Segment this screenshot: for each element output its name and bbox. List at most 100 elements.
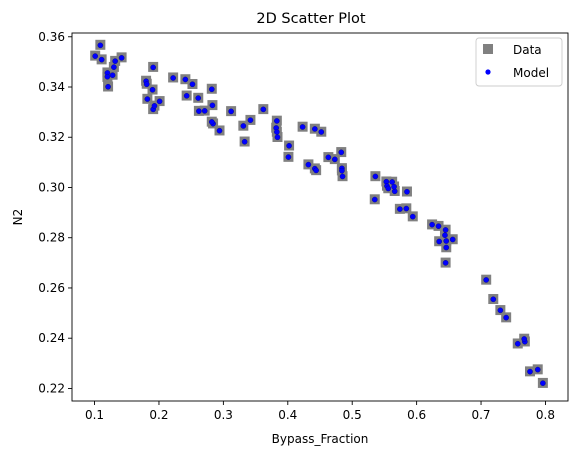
model-point — [442, 260, 449, 266]
y-tick-label: 0.32 — [38, 130, 65, 144]
model-point — [332, 156, 338, 163]
model-point — [274, 129, 280, 135]
model-point — [183, 92, 190, 99]
model-point — [92, 53, 98, 59]
model-point — [397, 206, 403, 212]
plot-frame — [71, 32, 569, 402]
model-point — [228, 108, 234, 115]
model-point — [435, 223, 442, 229]
model-point — [372, 173, 379, 180]
model-point — [144, 96, 151, 102]
model-point — [109, 72, 116, 79]
model-point — [247, 117, 254, 123]
model-point — [339, 173, 346, 180]
model-point — [443, 238, 450, 244]
model-point — [521, 336, 527, 342]
model-point — [286, 142, 292, 149]
model-point — [151, 103, 158, 109]
model-point — [371, 196, 378, 203]
model-point — [156, 98, 163, 105]
x-tick-label: 0.1 — [85, 408, 104, 422]
model-point — [442, 227, 449, 233]
y-tick-label: 0.22 — [38, 381, 65, 395]
model-series — [92, 42, 546, 386]
model-point — [503, 314, 509, 321]
legend-data-label: Data — [513, 43, 542, 57]
model-point — [483, 277, 489, 283]
model-point — [195, 95, 202, 101]
x-tick-label: 0.5 — [343, 408, 362, 422]
model-point — [143, 81, 150, 88]
model-point — [104, 73, 111, 80]
model-point — [385, 185, 392, 192]
x-axis: 0.1 0.2 0.3 0.4 0.5 0.6 0.7 0.8 — [85, 401, 555, 422]
model-point — [216, 127, 223, 134]
model-point — [209, 102, 216, 109]
model-point — [429, 221, 435, 228]
model-point — [514, 340, 521, 347]
x-tick-label: 0.8 — [536, 408, 555, 422]
model-point — [339, 167, 345, 174]
model-point — [497, 307, 504, 314]
y-axis: 0.22 0.24 0.26 0.28 0.30 0.32 0.34 0.36 — [38, 30, 72, 395]
model-point — [149, 86, 156, 93]
x-tick-label: 0.7 — [471, 408, 490, 422]
model-point — [404, 188, 410, 195]
model-point — [449, 236, 456, 243]
model-point — [325, 154, 332, 161]
model-point — [182, 76, 189, 83]
model-point — [111, 64, 117, 70]
model-point — [285, 154, 292, 160]
legend-model-marker — [485, 69, 491, 75]
model-point — [196, 108, 202, 114]
model-point — [98, 56, 105, 63]
model-point — [389, 179, 395, 185]
model-point — [534, 366, 541, 373]
y-tick-label: 0.36 — [38, 30, 65, 44]
model-point — [443, 244, 450, 251]
x-axis-label: Bypass_Fraction — [272, 432, 369, 446]
model-point — [274, 118, 280, 124]
model-point — [112, 58, 118, 64]
model-point — [241, 138, 248, 145]
model-point — [240, 123, 247, 129]
y-axis-label: N2 — [11, 209, 25, 226]
model-point — [189, 81, 196, 88]
model-point — [436, 238, 442, 245]
model-point — [403, 205, 410, 212]
model-point — [313, 167, 319, 174]
model-point — [208, 119, 215, 125]
model-point — [150, 64, 156, 71]
model-point — [299, 124, 306, 130]
model-point — [409, 213, 416, 220]
model-point — [312, 126, 318, 132]
y-tick-label: 0.34 — [38, 80, 65, 94]
model-point — [97, 42, 104, 49]
model-point — [391, 183, 397, 190]
y-tick-label: 0.24 — [38, 331, 65, 345]
model-point — [318, 129, 325, 135]
x-tick-label: 0.4 — [278, 408, 297, 422]
model-point — [527, 368, 533, 375]
x-tick-label: 0.2 — [149, 408, 168, 422]
model-point — [490, 296, 497, 303]
legend-box — [475, 37, 563, 87]
legend: Data Model — [475, 37, 563, 87]
x-tick-label: 0.3 — [214, 408, 233, 422]
model-point — [305, 161, 312, 168]
model-point — [208, 86, 215, 93]
model-point — [442, 232, 448, 239]
model-point — [540, 380, 546, 386]
model-point — [170, 75, 176, 81]
model-point — [338, 149, 345, 156]
legend-model-label: Model — [513, 66, 549, 80]
y-tick-label: 0.30 — [38, 180, 65, 194]
x-tick-label: 0.6 — [407, 408, 426, 422]
model-point — [118, 55, 125, 61]
model-point — [105, 83, 111, 90]
model-point — [274, 134, 281, 141]
chart-title: 2D Scatter Plot — [256, 11, 366, 27]
model-point — [201, 108, 208, 114]
legend-data-marker — [483, 44, 493, 54]
